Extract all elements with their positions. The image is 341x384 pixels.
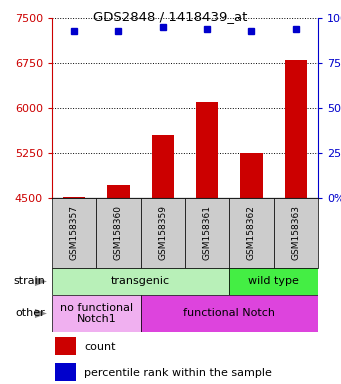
Text: no functional
Notch1: no functional Notch1	[60, 303, 133, 324]
Text: transgenic: transgenic	[111, 276, 170, 286]
Bar	[229, 268, 318, 295]
Text: GSM158361: GSM158361	[203, 205, 212, 260]
Bar	[229, 198, 274, 268]
Text: other: other	[15, 308, 45, 318]
Text: GSM158357: GSM158357	[70, 205, 79, 260]
Text: GSM158362: GSM158362	[247, 205, 256, 260]
Bar	[52, 268, 229, 295]
Bar	[185, 198, 229, 268]
Text: GSM158363: GSM158363	[291, 205, 300, 260]
Bar	[52, 198, 97, 268]
Bar	[240, 153, 263, 198]
Bar	[63, 197, 85, 198]
Text: GDS2848 / 1418439_at: GDS2848 / 1418439_at	[93, 10, 248, 23]
Text: functional Notch: functional Notch	[183, 308, 275, 318]
Bar	[97, 198, 141, 268]
Bar	[52, 295, 141, 332]
Text: count: count	[84, 341, 115, 352]
Bar	[274, 198, 318, 268]
Text: GSM158360: GSM158360	[114, 205, 123, 260]
Text: wild type: wild type	[248, 276, 299, 286]
Bar	[55, 363, 76, 381]
Text: strain: strain	[13, 276, 45, 286]
Text: percentile rank within the sample: percentile rank within the sample	[84, 367, 272, 377]
Bar	[141, 295, 318, 332]
Text: GSM158359: GSM158359	[158, 205, 167, 260]
Bar	[285, 60, 307, 198]
Bar	[152, 135, 174, 198]
Bar	[141, 198, 185, 268]
Bar	[55, 337, 76, 356]
Bar	[196, 102, 218, 198]
Bar	[107, 185, 130, 198]
